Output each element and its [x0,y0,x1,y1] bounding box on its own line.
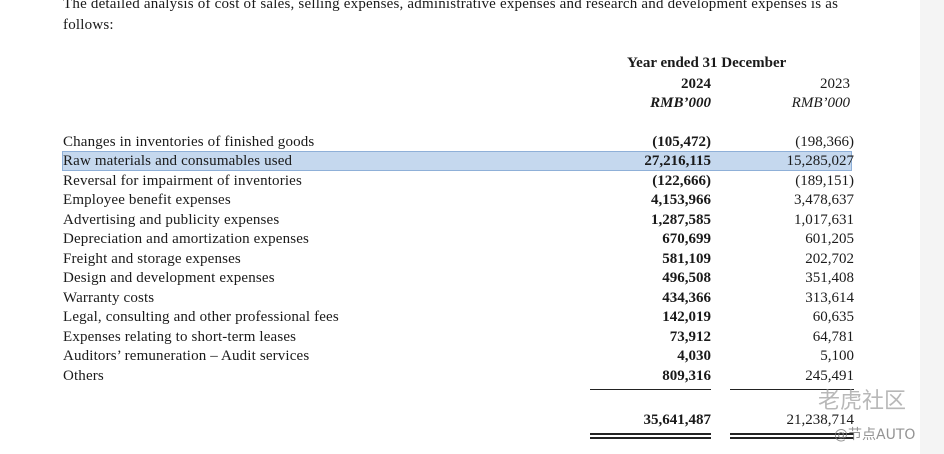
value-2024: (105,472) [652,134,711,150]
value-2024: 27,216,115 [644,153,711,169]
watermark-community: 老虎社区 [818,389,907,414]
selection-highlight [62,151,852,171]
table-row: Legal, consulting and other professional… [0,309,944,329]
table-row: Others 809,316 245,491 [0,368,944,388]
table-row: Changes in inventories of finished goods… [0,134,944,154]
row-label: Auditors’ remuneration – Audit services [63,348,310,364]
total-row: 35,641,487 21,238,714 [0,412,944,432]
col-2024-unit: RMB’000 [650,95,711,111]
row-label: Raw materials and consumables used [63,153,293,169]
subtotal-rule-2024 [590,389,711,390]
value-2023: 202,702 [805,251,854,267]
col-2023-header: 2023 [820,76,850,92]
total-2023: 21,238,714 [786,412,855,428]
value-2023: 5,100 [820,348,854,364]
row-label: Employee benefit expenses [63,192,231,208]
value-2023: 1,017,631 [794,212,854,228]
row-label: Warranty costs [63,290,155,306]
value-2023: 313,614 [805,290,854,306]
value-2024: 4,030 [677,348,711,364]
table-row[interactable]: Raw materials and consumables used 27,21… [0,153,944,173]
total-double-rule-2024-bottom [590,437,711,439]
value-2023: (189,151) [795,173,854,189]
value-2024: 670,699 [662,231,711,247]
value-2024: 581,109 [662,251,711,267]
value-2023: 15,285,027 [786,153,855,169]
value-2024: 73,912 [669,329,711,345]
table-row: Design and development expenses 496,508 … [0,270,944,290]
value-2023: 3,478,637 [794,192,854,208]
subtotal-rule-2023 [730,389,854,390]
total-double-rule-2024-top [590,433,711,435]
value-2024: 434,366 [662,290,711,306]
total-double-rule-2023-bottom [730,437,854,439]
row-label: Legal, consulting and other professional… [63,309,339,325]
row-label: Reversal for impairment of inventories [63,173,302,189]
value-2024: 809,316 [662,368,711,384]
value-2023: 601,205 [805,231,854,247]
value-2023: 245,491 [805,368,854,384]
value-2023: (198,366) [795,134,854,150]
value-2024: 4,153,966 [651,192,711,208]
row-label: Others [63,368,104,384]
total-double-rule-2023-top [730,433,854,435]
table-row: Advertising and publicity expenses 1,287… [0,212,944,232]
table-row: Auditors’ remuneration – Audit services … [0,348,944,368]
row-label: Expenses relating to short-term leases [63,329,297,345]
col-2023-unit: RMB’000 [791,95,850,111]
table-row: Employee benefit expenses 4,153,966 3,47… [0,192,944,212]
total-2024: 35,641,487 [643,412,712,428]
watermark-handle: @节点AUTO [834,427,916,443]
row-label: Design and development expenses [63,270,275,286]
table-row: Warranty costs 434,366 313,614 [0,290,944,310]
value-2023: 60,635 [812,309,854,325]
value-2023: 64,781 [812,329,854,345]
table-row: Reversal for impairment of inventories (… [0,173,944,193]
table-row: Freight and storage expenses 581,109 202… [0,251,944,271]
value-2023: 351,408 [805,270,854,286]
col-2024-header: 2024 [681,76,711,92]
value-2024: (122,666) [652,173,711,189]
period-header: Year ended 31 December [627,55,787,71]
intro-paragraph: The detailed analysis of cost of sales, … [63,0,839,33]
row-label: Advertising and publicity expenses [63,212,280,228]
row-label: Changes in inventories of finished goods [63,134,315,150]
table-row: Expenses relating to short-term leases 7… [0,329,944,349]
value-2024: 142,019 [662,309,711,325]
value-2024: 1,287,585 [651,212,711,228]
table-row: Depreciation and amortization expenses 6… [0,231,944,251]
row-label: Freight and storage expenses [63,251,241,267]
value-2024: 496,508 [662,270,711,286]
page-gutter [920,0,944,454]
row-label: Depreciation and amortization expenses [63,231,310,247]
